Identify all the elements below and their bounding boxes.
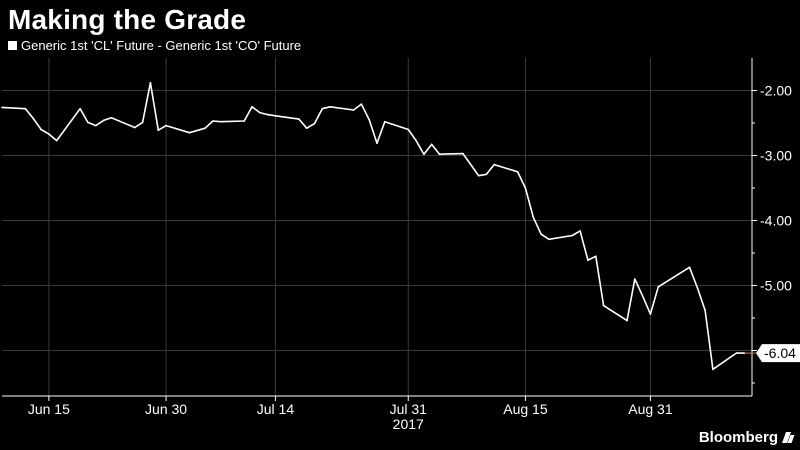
data-point (602, 304, 605, 307)
data-point (55, 139, 58, 142)
data-point (274, 115, 277, 117)
series-line (1, 81, 745, 371)
x-year-label: 2017 (393, 416, 424, 432)
data-point (305, 127, 308, 129)
chart-legend: Generic 1st 'CL' Future - Generic 1st 'C… (8, 38, 301, 53)
data-point (579, 230, 581, 232)
grid-lines (2, 58, 752, 396)
data-point (423, 153, 425, 155)
axes (2, 58, 757, 401)
data-point (40, 128, 42, 131)
data-point (657, 286, 660, 288)
data-point (415, 139, 417, 142)
data-point (384, 120, 386, 123)
y-tick-label: -2.00 (760, 83, 792, 99)
data-point (32, 117, 35, 120)
data-point (649, 313, 652, 315)
data-point (212, 120, 214, 122)
x-tick-label: Jul 31 (390, 401, 428, 417)
data-point (360, 103, 363, 105)
data-point (532, 216, 535, 219)
data-point (157, 129, 160, 131)
data-point (94, 124, 97, 127)
data-point (368, 118, 370, 121)
data-point (141, 121, 144, 124)
last-value-box (756, 344, 800, 363)
y-tick-label: -5.00 (760, 278, 792, 294)
data-point (219, 120, 222, 123)
data-point (688, 266, 691, 269)
x-tick-label: Jul 14 (257, 401, 295, 417)
x-tick-label: Aug 15 (503, 401, 548, 417)
data-point (540, 233, 542, 235)
data-point (266, 113, 269, 116)
data-point (321, 107, 324, 110)
data-point (469, 163, 472, 166)
data-point (743, 352, 745, 354)
y-tick-label: -4.00 (760, 213, 792, 229)
data-point (407, 128, 410, 131)
data-point (259, 111, 261, 114)
legend-label: Generic 1st 'CL' Future - Generic 1st 'C… (21, 38, 302, 53)
data-point (48, 133, 50, 135)
data-point (313, 122, 316, 125)
data-point (696, 286, 699, 289)
data-point (524, 187, 527, 189)
data-point (462, 152, 464, 155)
bloomberg-logo: Bloomberg (699, 429, 794, 446)
data-point (204, 127, 206, 129)
brand-name: Bloomberg (698, 429, 778, 446)
data-point (712, 368, 714, 371)
data-point (110, 117, 113, 119)
data-point (149, 81, 152, 84)
y-tick-label: -3.00 (760, 148, 792, 164)
data-point (485, 173, 488, 176)
data-point (493, 163, 495, 166)
series-layer (1, 81, 745, 371)
x-tick-label: Aug 31 (628, 401, 673, 417)
data-point (79, 107, 81, 110)
data-point (1, 106, 3, 109)
data-point (165, 124, 167, 127)
legend-swatch (8, 41, 17, 50)
axis-labels: -2.00 -3.00 -4.00 -5.00 Jun 15 Jun 30 Jul 14 Ju… (28, 83, 800, 432)
data-point (571, 234, 574, 237)
data-point (251, 105, 253, 108)
data-point (477, 174, 480, 177)
data-point (134, 126, 136, 129)
data-point (430, 143, 433, 146)
data-point (329, 105, 331, 108)
data-point (376, 142, 378, 144)
data-point (516, 170, 519, 173)
data-point (298, 118, 300, 120)
data-point (102, 119, 105, 122)
x-tick-label: Jun 30 (145, 401, 187, 417)
data-point (24, 107, 27, 110)
data-point (188, 131, 191, 134)
data-point (243, 120, 245, 122)
data-point (587, 259, 589, 261)
data-point (704, 309, 706, 312)
data-point (594, 255, 597, 258)
data-point (87, 121, 89, 124)
data-point (634, 278, 636, 280)
x-tick-label: Jun 15 (28, 401, 70, 417)
data-point (641, 295, 644, 297)
data-point (352, 109, 355, 111)
last-value-label: -6.04 (764, 345, 796, 361)
chart-title: Making the Grade (8, 4, 247, 35)
data-point (438, 153, 441, 155)
data-point (548, 238, 550, 241)
data-point (735, 352, 738, 354)
data-point (626, 319, 628, 322)
bloomberg-mark-icon (782, 432, 794, 444)
